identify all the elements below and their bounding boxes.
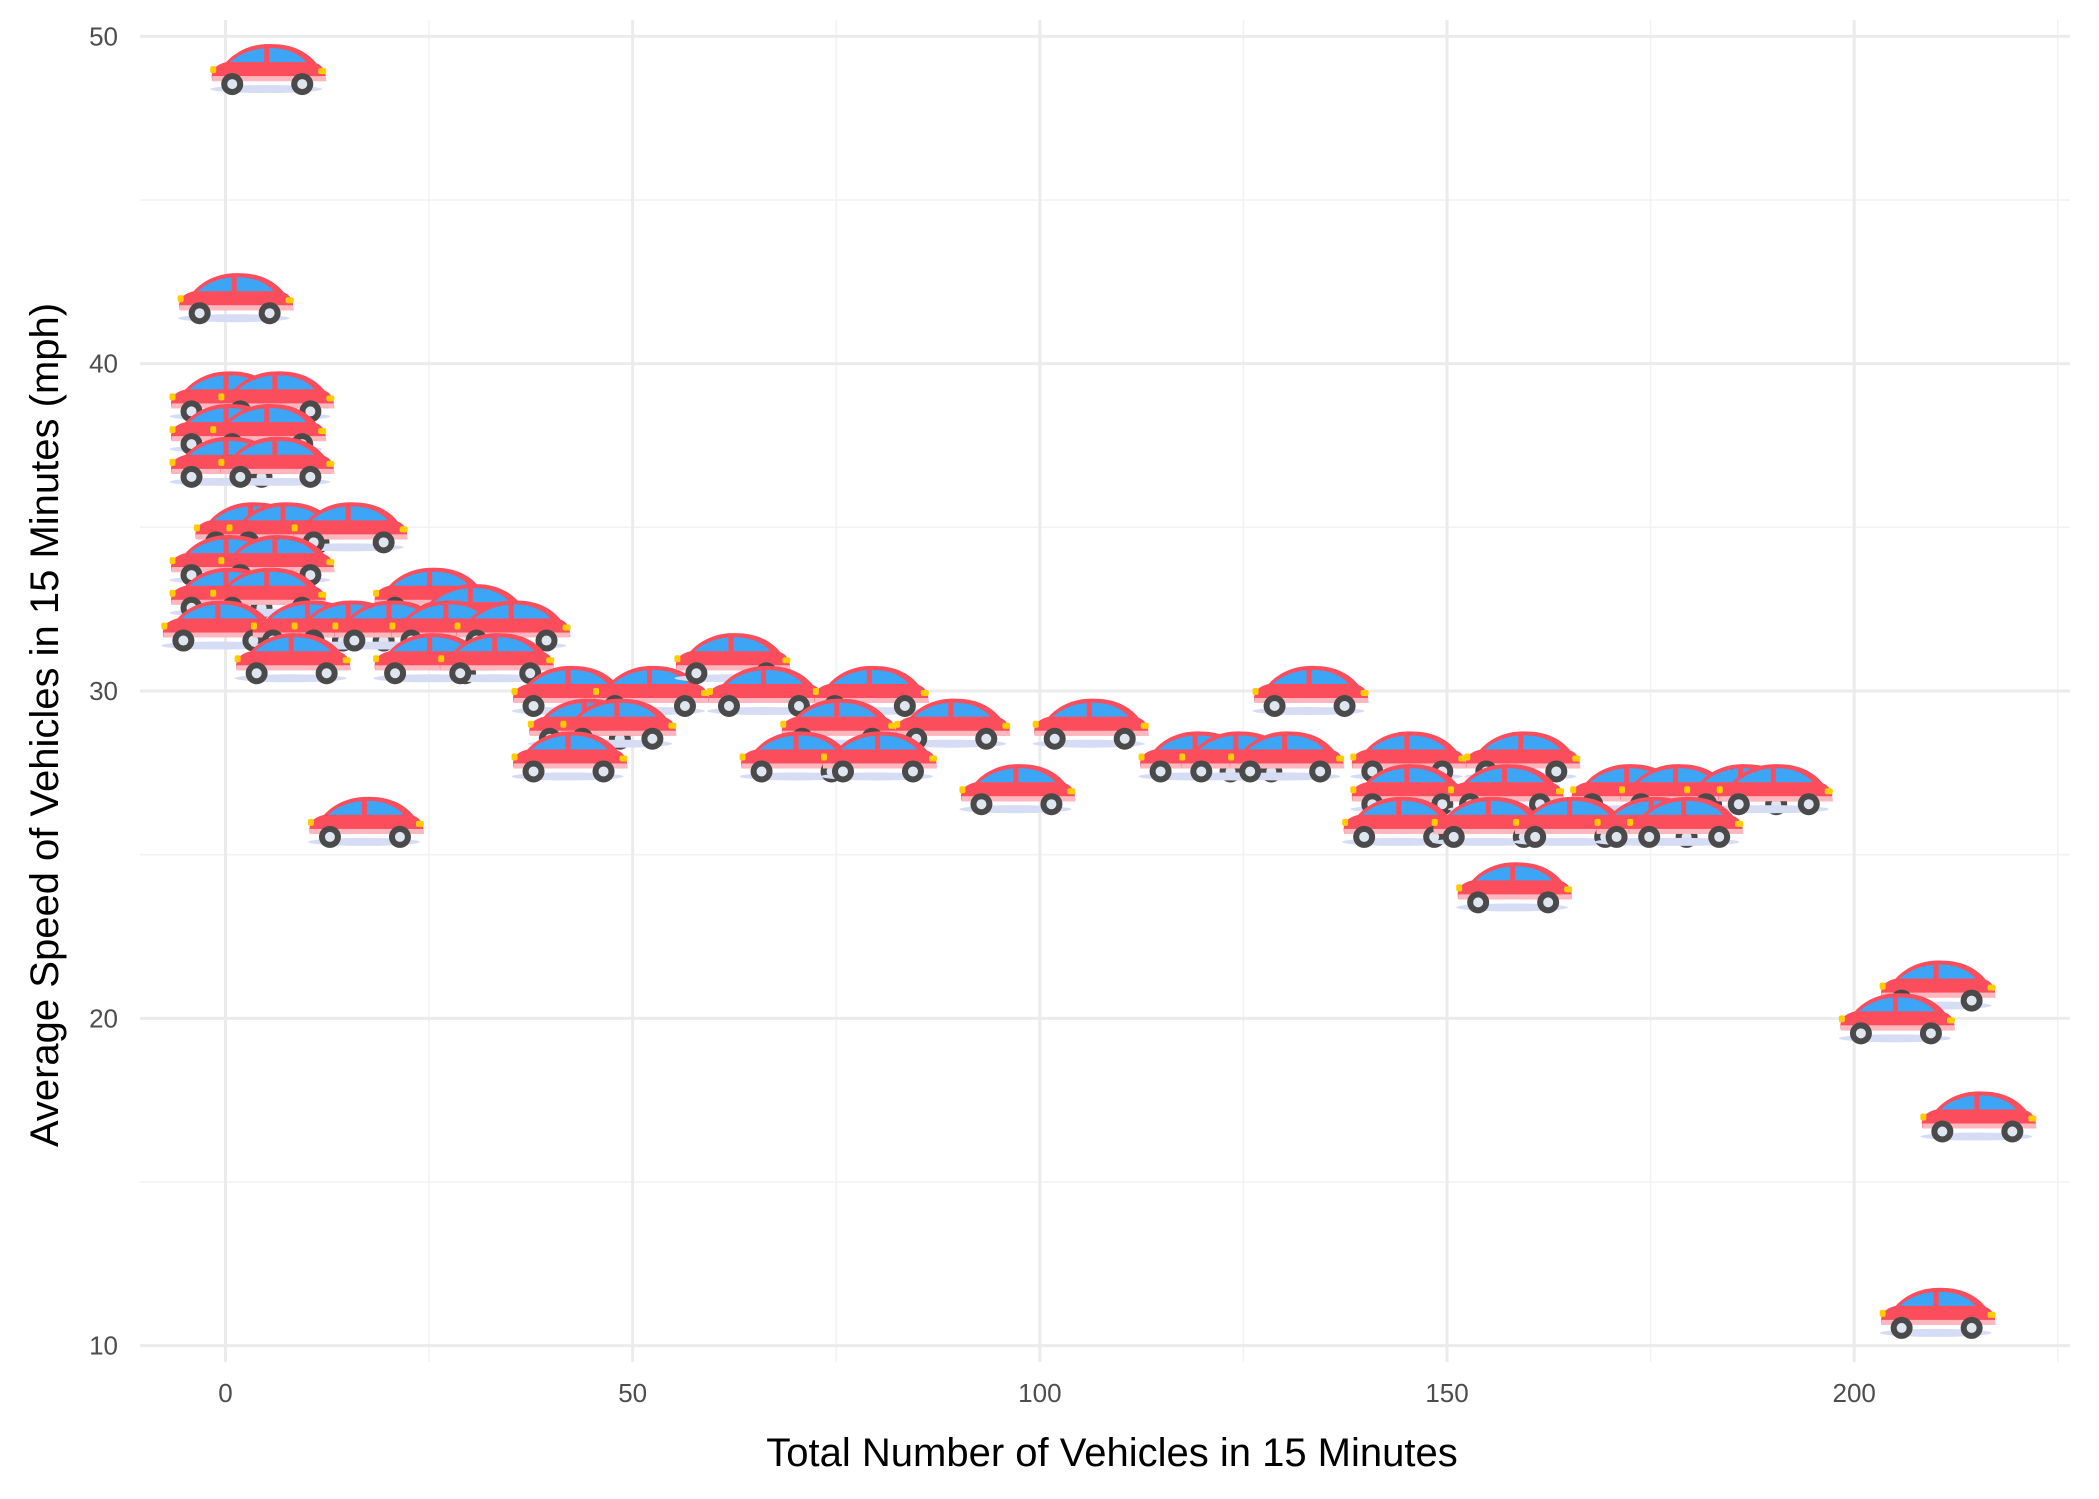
car-icon	[1838, 993, 1955, 1045]
car-icon	[1456, 862, 1573, 914]
x-tick-label: 150	[1425, 1378, 1468, 1408]
x-tick-label: 50	[618, 1378, 647, 1408]
car-icon	[307, 796, 424, 848]
y-tick-label: 10	[89, 1331, 118, 1361]
y-tick-label: 20	[89, 1003, 118, 1033]
x-axis-title: Total Number of Vehicles in 15 Minutes	[766, 1431, 1457, 1475]
y-tick-label: 50	[89, 21, 118, 51]
x-tick-label: 200	[1833, 1378, 1876, 1408]
car-icon	[1879, 1287, 1996, 1339]
grid	[140, 20, 2070, 1362]
y-axis-title: Average Speed of Vehicles in 15 Minutes …	[23, 303, 67, 1147]
y-tick-labels: 10 20 30 40 50	[89, 21, 118, 1360]
x-tick-label: 100	[1018, 1378, 1061, 1408]
x-tick-labels: 0 50 100 150 200	[218, 1378, 1876, 1408]
car-icon	[1032, 698, 1149, 750]
car-icon	[1920, 1091, 2037, 1143]
y-tick-label: 30	[89, 676, 118, 706]
y-tick-label: 40	[89, 349, 118, 379]
x-tick-label: 0	[218, 1378, 232, 1408]
car-icon	[210, 44, 327, 96]
car-icon	[1252, 665, 1369, 717]
car-icon	[177, 273, 294, 325]
car-icon	[959, 764, 1076, 816]
